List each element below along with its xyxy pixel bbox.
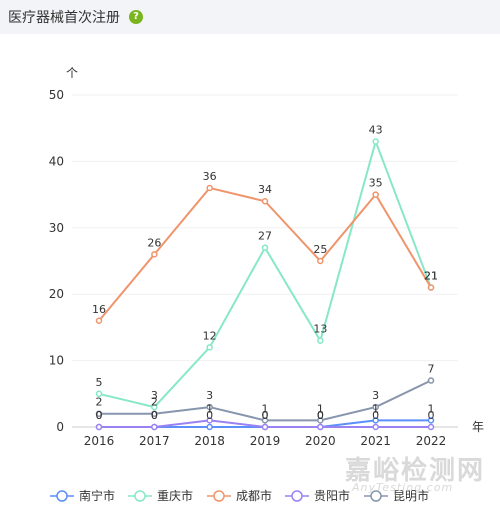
- data-label: 21: [424, 270, 438, 283]
- data-label: 7: [428, 363, 435, 376]
- data-point: [261, 423, 269, 431]
- data-label: 21: [424, 270, 438, 283]
- y-tick-label: 30: [49, 221, 64, 235]
- data-point: [427, 377, 435, 384]
- data-point: [95, 317, 103, 325]
- data-point: [206, 344, 213, 351]
- data-label: 0: [262, 409, 269, 422]
- data-label: 1: [262, 402, 269, 415]
- data-point: [95, 410, 103, 417]
- data-label: 1: [206, 402, 213, 415]
- x-tick-label: 2020: [305, 434, 336, 448]
- data-point: [372, 138, 379, 145]
- legend-marker: [134, 490, 146, 502]
- data-point: [317, 417, 324, 424]
- data-point: [427, 284, 435, 291]
- data-point: [317, 423, 324, 431]
- y-tick-label: 50: [49, 88, 64, 102]
- question-circle-icon[interactable]: ?: [129, 10, 143, 24]
- data-label: 1: [317, 402, 324, 415]
- data-point: [372, 191, 379, 198]
- legend-label: 贵阳市: [314, 488, 350, 503]
- y-tick-label: 0: [56, 420, 64, 434]
- data-label: 3: [372, 389, 379, 402]
- data-label: 13: [313, 323, 327, 336]
- data-point: [95, 423, 103, 431]
- data-label: 0: [317, 409, 324, 422]
- data-point: [206, 417, 213, 424]
- data-label: 36: [203, 170, 217, 183]
- data-label: 2: [151, 396, 158, 409]
- data-point: [317, 257, 324, 265]
- data-point: [261, 197, 269, 205]
- data-point: [372, 417, 379, 424]
- y-axis-label: 个: [66, 66, 78, 80]
- y-tick-label: 10: [49, 354, 64, 368]
- data-label: 27: [258, 230, 272, 243]
- y-tick-label: 20: [49, 287, 64, 301]
- legend-label: 昆明市: [393, 488, 429, 503]
- data-label: 2: [96, 396, 103, 409]
- data-label: 25: [313, 243, 327, 256]
- data-label: 3: [206, 389, 213, 402]
- data-label: 26: [147, 236, 161, 249]
- x-tick-label: 2019: [250, 434, 281, 448]
- watermark-url: AnyTesting.com: [352, 481, 454, 494]
- data-label: 0: [317, 409, 324, 422]
- data-point: [261, 417, 269, 424]
- data-point: [151, 410, 158, 417]
- data-label: 0: [428, 409, 435, 422]
- data-label: 12: [203, 329, 217, 342]
- x-tick-label: 2017: [139, 434, 170, 448]
- data-label: 0: [151, 409, 158, 422]
- data-point: [427, 417, 435, 424]
- data-label: 0: [262, 409, 269, 422]
- data-point: [206, 423, 213, 431]
- legend-marker: [56, 490, 68, 502]
- legend-label: 重庆市: [157, 488, 193, 503]
- legend-label: 南宁市: [79, 488, 115, 503]
- data-label: 34: [258, 183, 272, 196]
- x-tick-label: 2016: [84, 434, 115, 448]
- data-label: 0: [96, 409, 103, 422]
- data-label: 16: [92, 303, 106, 316]
- y-tick-label: 40: [49, 154, 64, 168]
- legend-label: 成都市: [236, 488, 272, 503]
- data-point: [427, 423, 435, 431]
- chart-header: 医疗器械首次注册 ?: [0, 0, 500, 34]
- data-label: 3: [151, 389, 158, 402]
- data-label: 43: [369, 123, 383, 136]
- data-point: [206, 184, 213, 192]
- x-axis-label: 年: [472, 420, 484, 434]
- x-tick-label: 2018: [194, 434, 225, 448]
- x-tick-label: 2022: [416, 434, 447, 448]
- data-label: 0: [151, 409, 158, 422]
- legend-marker: [291, 490, 303, 502]
- data-label: 0: [372, 409, 379, 422]
- data-point: [206, 403, 213, 411]
- data-point: [151, 403, 158, 411]
- legend-marker: [370, 490, 382, 502]
- data-label: 35: [369, 177, 383, 190]
- data-point: [372, 403, 379, 411]
- series-line: [98, 186, 432, 322]
- data-point: [372, 423, 379, 431]
- data-point: [151, 251, 158, 258]
- data-label: 0: [206, 409, 213, 422]
- data-point: [151, 423, 158, 431]
- data-label: 1: [372, 402, 379, 415]
- data-point: [95, 390, 103, 398]
- data-label: 1: [428, 402, 435, 415]
- data-label: 0: [96, 409, 103, 422]
- x-tick-label: 2021: [360, 434, 391, 448]
- data-point: [261, 244, 269, 251]
- data-label: 5: [96, 376, 103, 389]
- watermark-logo: 嘉峪检测网: [345, 456, 486, 486]
- chart-title: 医疗器械首次注册: [8, 10, 120, 26]
- data-point: [317, 337, 324, 344]
- legend-marker: [213, 490, 225, 502]
